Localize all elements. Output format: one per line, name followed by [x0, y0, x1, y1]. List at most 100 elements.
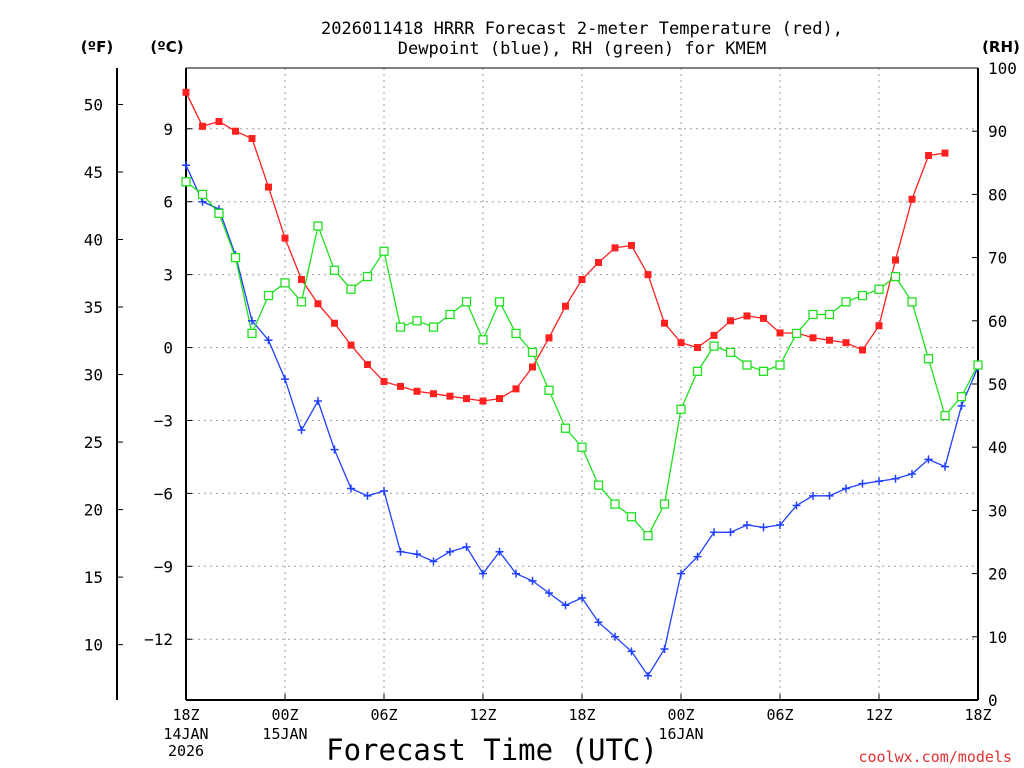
rh-point — [841, 297, 851, 307]
temperature-point — [182, 88, 190, 96]
rh-point — [329, 265, 340, 275]
dewpoint-point — [941, 462, 949, 471]
rh-point — [791, 328, 802, 339]
rh-point — [263, 290, 274, 301]
rh-point — [412, 316, 422, 326]
dewpoint-point — [264, 336, 273, 345]
rh-point — [692, 366, 703, 377]
rh-tick-label: 40 — [988, 438, 1007, 457]
dewpoint-point — [693, 552, 702, 561]
celsius-tick-label: 6 — [163, 193, 173, 212]
dewpoint-point — [545, 589, 553, 598]
x-tick-date-label: 15JAN — [262, 725, 307, 743]
dewpoint-point — [825, 491, 834, 500]
celsius-axis-unit: (ºC) — [150, 38, 183, 56]
dewpoint-point — [875, 477, 883, 486]
temperature-point — [512, 385, 520, 393]
rh-point — [973, 360, 983, 370]
rh-tick-label: 10 — [988, 628, 1007, 647]
celsius-tick-label: 9 — [163, 120, 173, 139]
celsius-tick-label: −9 — [154, 557, 173, 576]
rh-tick-label: 20 — [988, 565, 1007, 584]
x-tick-label: 12Z — [865, 706, 892, 724]
dewpoint-point — [363, 491, 372, 500]
rh-point — [676, 404, 686, 414]
rh-point — [346, 284, 356, 294]
temperature-point — [826, 336, 833, 344]
dewpoint-point — [908, 469, 916, 478]
celsius-tick-label: −12 — [144, 630, 173, 649]
dewpoint-point — [380, 486, 388, 495]
rh-tick-label: 60 — [988, 312, 1007, 331]
rh-point — [775, 360, 785, 370]
temperature-point — [248, 134, 256, 142]
temperature-point — [380, 378, 388, 386]
temperature-point — [496, 395, 503, 403]
temperature-point — [479, 397, 487, 405]
rh-point — [857, 290, 868, 301]
dewpoint-point — [924, 455, 933, 464]
rh-point — [197, 189, 208, 200]
temperature-point — [941, 149, 949, 157]
rh-point — [395, 322, 406, 332]
chart-title-line-2: Dewpoint (blue), RH (green) for KMEM — [398, 39, 766, 59]
fahrenheit-tick-label: 30 — [84, 366, 103, 385]
dewpoint-point — [330, 445, 339, 454]
temperature-point — [892, 256, 899, 264]
x-axis-title: Forecast Time (UTC) — [326, 733, 658, 767]
rh-point — [313, 221, 323, 231]
dewpoint-point — [528, 576, 537, 585]
x-tick-label: 06Z — [370, 706, 397, 724]
rh-point — [214, 208, 224, 219]
temperature-point — [595, 258, 602, 266]
rh-point — [923, 354, 934, 364]
dewpoint-point — [792, 501, 801, 510]
temperature-point — [644, 271, 652, 279]
rh-point — [593, 480, 604, 490]
rh-point — [808, 309, 818, 320]
temperature-point — [859, 346, 866, 354]
temperature-point — [842, 339, 850, 347]
series-markers — [181, 88, 983, 680]
dewpoint-point — [891, 474, 900, 483]
dewpoint-point — [644, 671, 652, 680]
temperature-point — [760, 314, 767, 322]
fahrenheit-tick-label: 50 — [84, 95, 103, 114]
dewpoint-point — [677, 569, 685, 578]
x-tick-year-label: 2026 — [168, 742, 204, 760]
dewpoint-point — [759, 523, 768, 532]
dewpoint-point — [314, 397, 322, 406]
temperature-line — [185, 92, 946, 402]
temperature-point — [265, 183, 272, 191]
dewpoint-point — [776, 520, 784, 529]
temperature-point — [743, 312, 751, 320]
dewpoint-point — [512, 569, 520, 578]
x-tick-label: 18Z — [964, 706, 991, 724]
rh-point — [956, 391, 967, 402]
dewpoint-point — [429, 557, 438, 566]
rh-tick-label: 0 — [988, 691, 998, 710]
rh-point — [577, 442, 587, 452]
fahrenheit-tick-label: 15 — [84, 568, 103, 587]
dewpoint-point — [281, 375, 289, 384]
rh-tick-label: 50 — [988, 375, 1007, 394]
x-tick-label: 18Z — [568, 706, 595, 724]
rh-point — [907, 297, 917, 307]
chart-title-line-1: 2026011418 HRRR Forecast 2-meter Tempera… — [321, 19, 843, 39]
temperature-point — [397, 382, 404, 390]
fahrenheit-axis-unit: (ºF) — [81, 38, 113, 56]
dewpoint-point — [842, 484, 850, 493]
fahrenheit-tick-label: 45 — [84, 163, 103, 182]
temperature-point — [875, 322, 883, 330]
x-tick-label: 12Z — [469, 706, 496, 724]
rh-point — [890, 271, 901, 282]
temperature-point — [578, 275, 586, 283]
temperature-point — [215, 117, 223, 125]
temperature-point — [314, 300, 322, 308]
temperature-point — [727, 317, 734, 325]
dewpoint-point — [660, 644, 669, 653]
x-tick-date-label: 16JAN — [658, 725, 703, 743]
dewpoint-point — [578, 593, 586, 602]
dewpoint-point — [726, 528, 735, 537]
